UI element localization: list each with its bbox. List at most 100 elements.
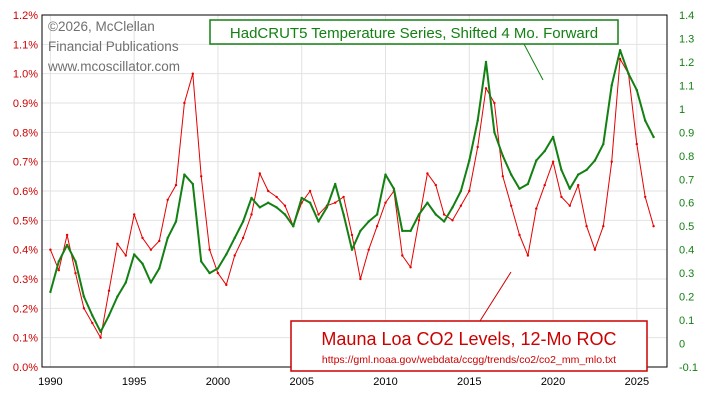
- right-axis-tick-label: 0.2: [679, 292, 694, 304]
- co2-series-point: [442, 213, 446, 216]
- co2-series-point: [183, 101, 186, 105]
- temperature-series-point: [442, 220, 446, 223]
- co2-series-point: [484, 87, 488, 90]
- temperature-series-point: [652, 135, 655, 139]
- co2-series-point: [577, 183, 580, 187]
- temperature-series-point: [560, 168, 563, 172]
- temperature-legend-box: [209, 19, 619, 45]
- co2-series-point: [124, 254, 128, 257]
- co2-series-point: [644, 195, 647, 199]
- right-axis-tick-label: 1.1: [679, 80, 694, 92]
- left-axis-tick-label: 0.4%: [13, 245, 38, 257]
- co2-series-point: [133, 213, 136, 216]
- temperature-series-point: [74, 260, 77, 263]
- co2-series-point: [342, 195, 345, 199]
- temperature-series-point: [342, 213, 345, 216]
- temperature-series-point: [216, 267, 220, 270]
- co2-series-point: [107, 289, 111, 292]
- right-axis-tick-label: 0: [679, 339, 685, 351]
- x-axis-tick-label: 2020: [541, 376, 565, 388]
- temperature-series-point: [183, 173, 186, 176]
- co2-series-point: [191, 72, 194, 75]
- temperature-series-point: [468, 159, 471, 162]
- temperature-series-point: [166, 236, 169, 240]
- co2-series-point: [451, 219, 454, 222]
- temperature-series-point: [283, 213, 287, 216]
- temperature-series-point: [116, 295, 119, 298]
- temperature-series-point: [233, 236, 236, 240]
- x-axis-tick-label: 1990: [38, 376, 62, 388]
- right-axis-ticks: -0.1 0 0.1 0.2 0.3 0.4 0.5 0.6 0.7 0.8 0.9 1 1.1 1.2 1…: [679, 10, 698, 374]
- co2-series-point: [635, 142, 638, 146]
- left-axis-tick-label: 0.3%: [13, 274, 38, 286]
- temperature-series-point: [417, 213, 421, 216]
- temperature-series-point: [208, 271, 211, 275]
- temperature-series-point: [258, 206, 261, 209]
- left-axis-tick-label: 0.0%: [13, 362, 38, 374]
- co2-series-point: [149, 248, 153, 251]
- co2-series-point: [434, 183, 437, 187]
- temperature-series-point: [300, 196, 303, 200]
- co2-legend-pointer: [479, 271, 512, 322]
- temperature-series-point: [124, 281, 128, 284]
- co2-series-point: [57, 269, 60, 272]
- co2-series-point: [141, 236, 144, 240]
- left-axis-tick-label: 1.1%: [13, 39, 38, 51]
- right-axis-tick-label: 0.6: [679, 198, 694, 210]
- temperature-series-point: [325, 206, 329, 209]
- temperature-series-point: [484, 60, 488, 64]
- copyright-line-3: www.mcoscillator.com: [47, 59, 180, 74]
- co2-series-point: [535, 207, 538, 210]
- temperature-series-point: [149, 281, 153, 284]
- co2-series-point: [200, 175, 203, 178]
- co2-series-point: [82, 307, 86, 310]
- copyright-line-2: Financial Publications: [48, 39, 179, 54]
- temperature-series-point: [308, 201, 312, 204]
- co2-series-point: [350, 233, 354, 237]
- co2-series-point: [317, 213, 320, 216]
- temperature-series-point: [392, 187, 396, 190]
- right-axis-tick-label: 0.5: [679, 221, 694, 233]
- co2-series-point: [116, 242, 119, 245]
- temperature-series-point: [476, 119, 479, 122]
- temperature-series-point: [359, 229, 362, 233]
- co2-series-point: [216, 271, 220, 275]
- co2-series-point: [618, 57, 622, 61]
- co2-series-point: [283, 204, 287, 207]
- temperature-series-point: [267, 201, 270, 204]
- right-axis-tick-label: 1: [679, 104, 685, 116]
- right-axis-tick-label: 1.3: [679, 33, 694, 45]
- temperature-series-point: [191, 182, 194, 186]
- right-axis-tick-label: -0.1: [679, 362, 698, 374]
- co2-series-point: [267, 189, 270, 193]
- co2-series-point: [99, 336, 102, 339]
- co2-series-point: [65, 233, 69, 237]
- temperature-series-point: [292, 225, 295, 228]
- temperature-series-point: [618, 49, 622, 52]
- co2-series-point: [375, 225, 379, 228]
- co2-series-point: [275, 195, 278, 199]
- co2-series-point: [208, 248, 211, 251]
- co2-series-point: [476, 145, 479, 149]
- right-axis-tick-label: 0.3: [679, 268, 694, 280]
- temperature-series-point: [367, 220, 370, 223]
- right-axis-tick-label: 0.7: [679, 174, 694, 186]
- co2-series-point: [241, 236, 245, 240]
- co2-series-point: [602, 225, 605, 228]
- temperature-series-point: [451, 206, 454, 209]
- co2-series-point: [334, 201, 337, 204]
- temperature-series-point: [409, 229, 412, 233]
- temperature-series-point: [82, 295, 86, 298]
- left-axis-tick-label: 0.2%: [13, 303, 38, 315]
- temperature-series-point: [350, 248, 354, 251]
- co2-legend-label: Mauna Loa CO2 Levels, 12-Mo ROC: [321, 329, 616, 349]
- right-axis-tick-label: 0.9: [679, 127, 694, 139]
- temperature-series-point: [518, 187, 521, 190]
- temperature-series-point: [535, 159, 538, 162]
- left-axis-tick-label: 1.0%: [13, 69, 38, 81]
- temperature-series-point: [635, 88, 638, 92]
- x-axis-tick-label: 2000: [206, 376, 230, 388]
- co2-series-point: [74, 271, 77, 275]
- temperature-series-group: [49, 49, 655, 333]
